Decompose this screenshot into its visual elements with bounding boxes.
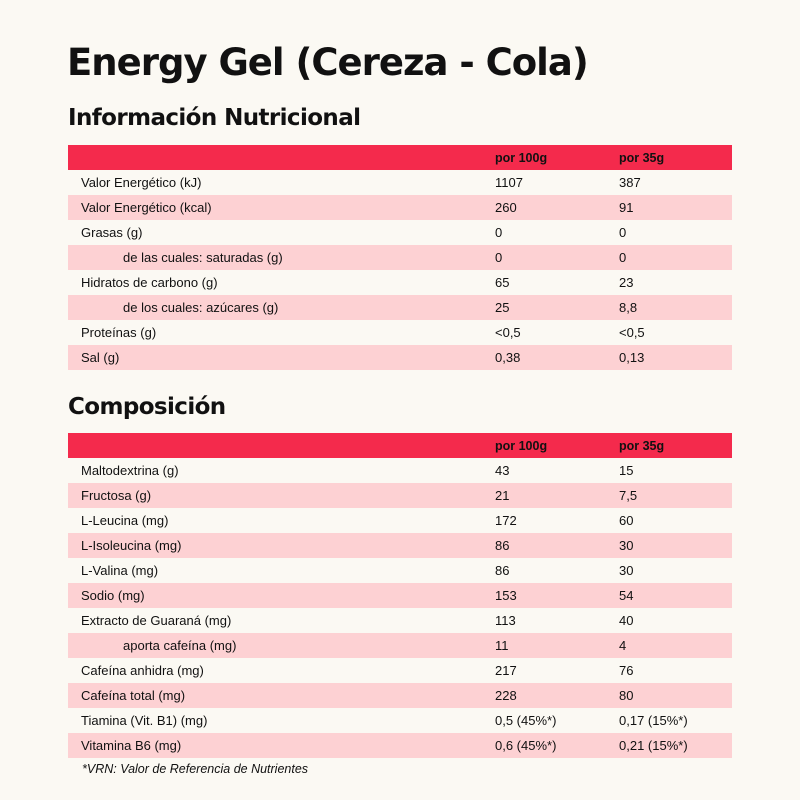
- table-row: Cafeína total (mg) 228 80: [68, 683, 732, 708]
- header-per-35g: por 35g: [619, 438, 665, 453]
- footnote: *VRN: Valor de Referencia de Nutrientes: [82, 762, 309, 776]
- composition-heading: Composición: [68, 394, 226, 420]
- row-value-35g: 23: [619, 275, 634, 290]
- row-label: Tiamina (Vit. B1) (mg): [81, 713, 208, 728]
- table-row: de las cuales: saturadas (g) 0 0: [68, 245, 732, 270]
- table-row: Proteínas (g) <0,5 <0,5: [68, 320, 732, 345]
- table-row: Valor Energético (kJ) 1107 387: [68, 170, 732, 195]
- header-per-100g: por 100g: [495, 438, 548, 453]
- row-value-100g: 0: [495, 250, 503, 265]
- table-row: L-Isoleucina (mg) 86 30: [68, 533, 732, 558]
- table-row: Sal (g) 0,38 0,13: [68, 345, 732, 370]
- nutrition-table: por 100g por 35g Valor Energético (kJ) 1…: [68, 145, 732, 370]
- table-row: L-Leucina (mg) 172 60: [68, 508, 732, 533]
- row-value-35g: <0,5: [619, 325, 645, 340]
- row-value-35g: 76: [619, 663, 634, 678]
- row-label: Extracto de Guaraná (mg): [81, 613, 232, 628]
- row-label: Fructosa (g): [81, 488, 152, 503]
- row-value-100g: 217: [495, 663, 517, 678]
- header-label-cell: [68, 433, 495, 458]
- row-value-35g: 0,13: [619, 350, 645, 365]
- table-row: Sodio (mg) 153 54: [68, 583, 732, 608]
- table-row: Valor Energético (kcal) 260 91: [68, 195, 732, 220]
- row-value-35g: 0,17 (15%*): [619, 713, 688, 728]
- row-label: Grasas (g): [81, 225, 143, 240]
- table-row: Cafeína anhidra (mg) 217 76: [68, 658, 732, 683]
- row-label: L-Valina (mg): [81, 563, 159, 578]
- row-value-100g: 0,38: [495, 350, 521, 365]
- row-value-35g: 91: [619, 200, 634, 215]
- row-label: de los cuales: azúcares (g): [123, 300, 279, 315]
- table-row: L-Valina (mg) 86 30: [68, 558, 732, 583]
- row-value-100g: 113: [495, 613, 516, 628]
- row-value-35g: 0: [619, 225, 627, 240]
- row-value-100g: 228: [495, 688, 517, 703]
- table-row: Vitamina B6 (mg) 0,6 (45%*) 0,21 (15%*): [68, 733, 732, 758]
- row-value-35g: 40: [619, 613, 634, 628]
- row-value-100g: 1107: [495, 175, 523, 190]
- nutrition-heading: Información Nutricional: [68, 105, 361, 131]
- row-value-35g: 30: [619, 538, 634, 553]
- nutrition-table-header: por 100g por 35g: [68, 145, 732, 170]
- row-value-100g: 153: [495, 588, 517, 603]
- row-value-100g: 172: [495, 513, 517, 528]
- table-row: Tiamina (Vit. B1) (mg) 0,5 (45%*) 0,17 (…: [68, 708, 732, 733]
- table-row: Grasas (g) 0 0: [68, 220, 732, 245]
- row-value-35g: 30: [619, 563, 634, 578]
- row-value-35g: 60: [619, 513, 634, 528]
- composition-table-header: por 100g por 35g: [68, 433, 732, 458]
- row-label: aporta cafeína (mg): [123, 638, 237, 653]
- row-label: Hidratos de carbono (g): [81, 275, 218, 290]
- row-value-100g: 21: [495, 488, 510, 503]
- table-row: de los cuales: azúcares (g) 25 8,8: [68, 295, 732, 320]
- row-label: Vitamina B6 (mg): [81, 738, 182, 753]
- row-value-35g: 80: [619, 688, 634, 703]
- row-label: Sal (g): [81, 350, 120, 365]
- header-per-35g: por 35g: [619, 150, 665, 165]
- row-value-35g: 7,5: [619, 488, 638, 503]
- row-value-35g: 15: [619, 463, 634, 478]
- table-row: aporta cafeína (mg) 11 4: [68, 633, 732, 658]
- row-value-35g: 4: [619, 638, 627, 653]
- row-value-100g: 25: [495, 300, 510, 315]
- row-label: Sodio (mg): [81, 588, 145, 603]
- row-value-100g: 11: [495, 638, 509, 653]
- row-value-100g: 43: [495, 463, 510, 478]
- row-label: Cafeína anhidra (mg): [81, 663, 204, 678]
- row-value-100g: 0,5 (45%*): [495, 713, 557, 728]
- row-value-35g: 0,21 (15%*): [619, 738, 688, 753]
- row-value-100g: 86: [495, 563, 510, 578]
- row-value-100g: 0: [495, 225, 503, 240]
- row-value-100g: 0,6 (45%*): [495, 738, 557, 753]
- row-value-35g: 8,8: [619, 300, 638, 315]
- row-label: L-Leucina (mg): [81, 513, 169, 528]
- row-value-100g: <0,5: [495, 325, 521, 340]
- row-value-100g: 65: [495, 275, 510, 290]
- row-label: de las cuales: saturadas (g): [123, 250, 283, 265]
- row-value-35g: 54: [619, 588, 634, 603]
- row-label: Valor Energético (kJ): [81, 175, 202, 190]
- row-label: Maltodextrina (g): [81, 463, 179, 478]
- table-row: Fructosa (g) 21 7,5: [68, 483, 732, 508]
- row-label: Valor Energético (kcal): [81, 200, 212, 215]
- table-row: Maltodextrina (g) 43 15: [68, 458, 732, 483]
- header-per-100g: por 100g: [495, 150, 548, 165]
- row-label: Cafeína total (mg): [81, 688, 186, 703]
- table-row: Extracto de Guaraná (mg) 113 40: [68, 608, 732, 633]
- composition-table: por 100g por 35g Maltodextrina (g) 43 15…: [68, 433, 732, 758]
- table-row: Hidratos de carbono (g) 65 23: [68, 270, 732, 295]
- row-label: L-Isoleucina (mg): [81, 538, 182, 553]
- row-value-100g: 260: [495, 200, 517, 215]
- page-title: Energy Gel (Cereza - Cola): [67, 41, 589, 84]
- header-label-cell: [68, 145, 495, 170]
- row-label: Proteínas (g): [81, 325, 157, 340]
- row-value-35g: 0: [619, 250, 627, 265]
- row-value-35g: 387: [619, 175, 641, 190]
- row-value-100g: 86: [495, 538, 510, 553]
